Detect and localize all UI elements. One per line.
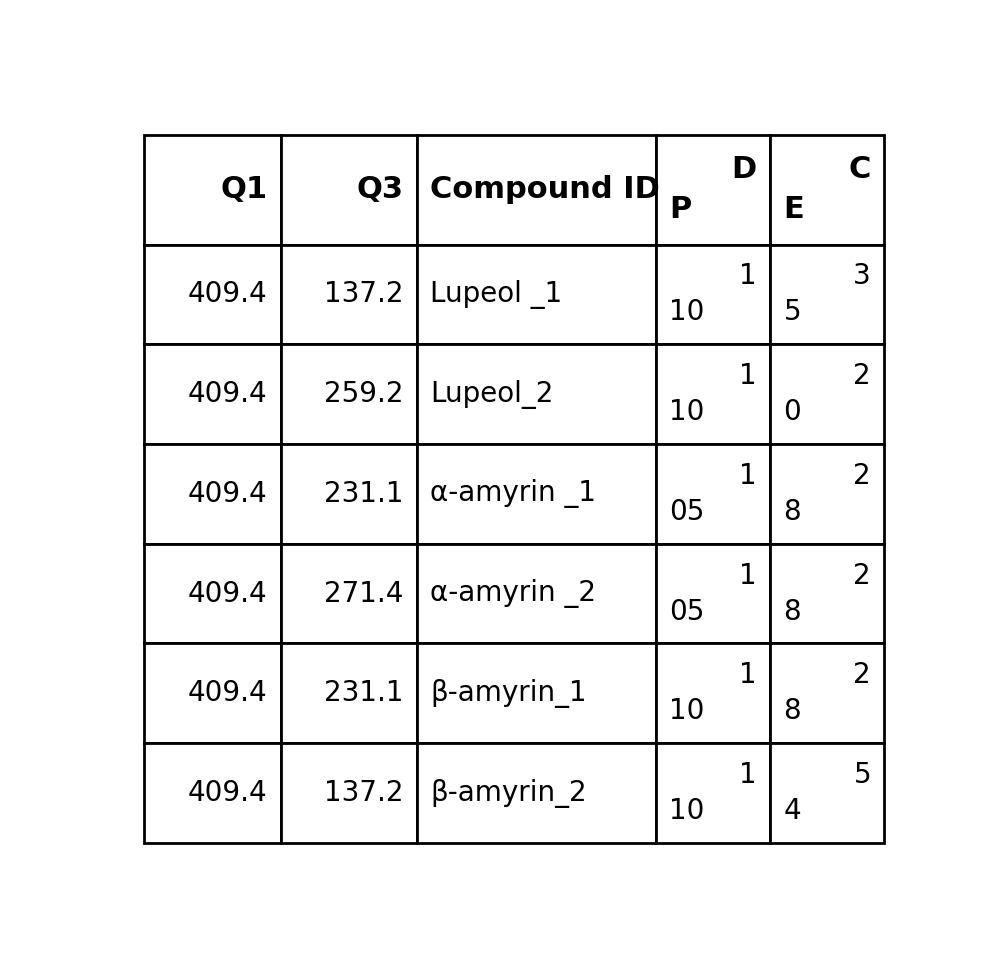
Text: 137.2: 137.2 bbox=[324, 779, 404, 807]
Text: 10: 10 bbox=[669, 797, 705, 825]
Text: 271.4: 271.4 bbox=[324, 580, 404, 608]
Text: 231.1: 231.1 bbox=[324, 480, 404, 508]
Bar bbox=[144, 644, 281, 743]
Text: Lupeol_2: Lupeol_2 bbox=[430, 379, 553, 408]
Text: β-amyrin_1: β-amyrin_1 bbox=[430, 679, 587, 708]
Text: 5: 5 bbox=[853, 761, 871, 789]
Bar bbox=[281, 135, 417, 245]
Bar bbox=[417, 743, 656, 843]
Bar bbox=[770, 245, 884, 345]
Text: 409.4: 409.4 bbox=[188, 480, 267, 508]
Text: Q3: Q3 bbox=[357, 175, 404, 204]
Bar bbox=[656, 345, 770, 444]
Bar bbox=[656, 444, 770, 544]
Text: P: P bbox=[669, 195, 692, 224]
Text: D: D bbox=[732, 156, 757, 185]
Text: 1: 1 bbox=[739, 661, 757, 689]
Text: 1: 1 bbox=[739, 561, 757, 590]
Text: α-amyrin _2: α-amyrin _2 bbox=[430, 579, 596, 608]
Text: α-amyrin _1: α-amyrin _1 bbox=[430, 479, 596, 508]
Bar bbox=[144, 444, 281, 544]
Text: 10: 10 bbox=[669, 697, 705, 725]
Text: 10: 10 bbox=[669, 298, 705, 326]
Bar bbox=[417, 444, 656, 544]
Text: Lupeol _1: Lupeol _1 bbox=[430, 280, 562, 309]
Bar bbox=[770, 544, 884, 644]
Bar bbox=[281, 644, 417, 743]
Bar bbox=[656, 644, 770, 743]
Bar bbox=[417, 345, 656, 444]
Text: 2: 2 bbox=[853, 462, 871, 490]
Text: 1: 1 bbox=[739, 761, 757, 789]
Bar bbox=[417, 135, 656, 245]
Bar bbox=[770, 345, 884, 444]
Text: 8: 8 bbox=[783, 498, 801, 526]
Text: 2: 2 bbox=[853, 362, 871, 390]
Text: 8: 8 bbox=[783, 597, 801, 625]
Bar bbox=[656, 544, 770, 644]
Bar bbox=[144, 743, 281, 843]
Bar bbox=[417, 644, 656, 743]
Bar bbox=[417, 544, 656, 644]
Text: 0: 0 bbox=[783, 398, 801, 426]
Text: 1: 1 bbox=[739, 262, 757, 290]
Text: 10: 10 bbox=[669, 398, 705, 426]
Bar bbox=[281, 345, 417, 444]
Text: Compound ID: Compound ID bbox=[430, 175, 660, 204]
Bar bbox=[656, 743, 770, 843]
Bar bbox=[281, 245, 417, 345]
Bar bbox=[770, 644, 884, 743]
Bar bbox=[770, 743, 884, 843]
Text: 8: 8 bbox=[783, 697, 801, 725]
Text: 409.4: 409.4 bbox=[188, 281, 267, 309]
Bar bbox=[144, 544, 281, 644]
Text: Q1: Q1 bbox=[220, 175, 267, 204]
Text: 409.4: 409.4 bbox=[188, 779, 267, 807]
Bar bbox=[281, 444, 417, 544]
Text: 409.4: 409.4 bbox=[188, 380, 267, 408]
Bar bbox=[656, 245, 770, 345]
Bar bbox=[656, 135, 770, 245]
Text: 137.2: 137.2 bbox=[324, 281, 404, 309]
Bar bbox=[770, 444, 884, 544]
Bar bbox=[281, 544, 417, 644]
Text: 1: 1 bbox=[739, 462, 757, 490]
Text: 5: 5 bbox=[783, 298, 801, 326]
Text: 05: 05 bbox=[669, 498, 705, 526]
Bar bbox=[144, 345, 281, 444]
Text: 2: 2 bbox=[853, 561, 871, 590]
Text: 05: 05 bbox=[669, 597, 705, 625]
Bar bbox=[144, 245, 281, 345]
Bar bbox=[770, 135, 884, 245]
Text: E: E bbox=[783, 195, 804, 224]
Text: β-amyrin_2: β-amyrin_2 bbox=[430, 778, 587, 807]
Text: 1: 1 bbox=[739, 362, 757, 390]
Text: 4: 4 bbox=[783, 797, 801, 825]
Text: 3: 3 bbox=[853, 262, 871, 290]
Text: 409.4: 409.4 bbox=[188, 580, 267, 608]
Bar bbox=[281, 743, 417, 843]
Bar bbox=[417, 245, 656, 345]
Text: 231.1: 231.1 bbox=[324, 680, 404, 708]
Text: 259.2: 259.2 bbox=[324, 380, 404, 408]
Text: 2: 2 bbox=[853, 661, 871, 689]
Text: C: C bbox=[849, 156, 871, 185]
Text: 409.4: 409.4 bbox=[188, 680, 267, 708]
Bar bbox=[144, 135, 281, 245]
